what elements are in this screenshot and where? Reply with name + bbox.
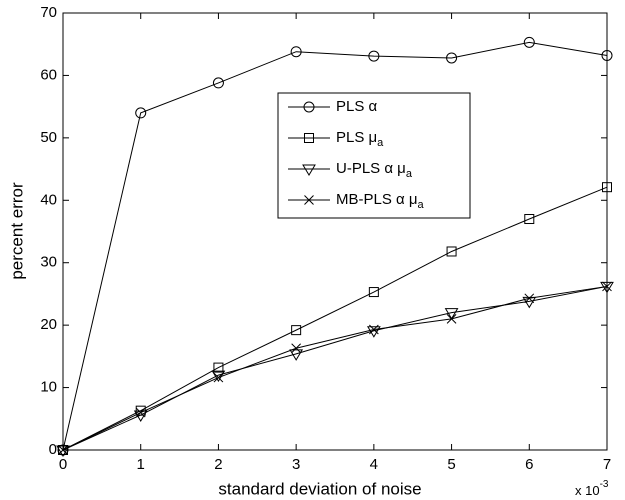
y-tick-label: 10 [40,379,57,396]
legend-label: U-PLS α μa [336,160,413,180]
marker-square [368,287,379,298]
marker-square [446,246,457,257]
marker-square [524,214,535,225]
marker-circle [135,107,147,119]
legend-label: MB-PLS α μa [336,191,425,211]
x-tick-label: 7 [603,456,611,473]
x-multiplier-base: x 10 [575,483,600,498]
legend-label: PLS μa [336,129,384,149]
legend-name: PLS μ [336,129,377,146]
series-line [62,285,608,451]
x-tick-label: 6 [525,456,533,473]
y-tick-label: 50 [40,129,57,146]
x-multiplier-exponent: -3 [600,479,609,490]
y-axis-label: percent error [7,182,26,280]
marker-circle [601,49,613,61]
marker-triangle [56,445,70,457]
marker-triangle [444,308,459,320]
x-tick-label: 4 [370,456,378,473]
legend-label: PLS α [336,98,378,115]
x-tick-label: 5 [447,456,455,473]
legend-name: U-PLS α μ [336,160,406,177]
y-tick-label: 30 [40,254,57,271]
marker-triangle [366,326,381,338]
series-line [62,186,608,451]
marker-circle [523,36,535,48]
legend-subscript: a [377,137,384,149]
marker-circle [303,101,315,113]
marker-circle [446,52,458,64]
marker-square [291,325,302,336]
marker-x [304,195,314,205]
legend-name: MB-PLS α μ [336,191,418,208]
marker-x [446,314,457,324]
marker-x [602,281,612,292]
axes-box [62,12,608,451]
marker-triangle [522,296,537,309]
marker-square [213,362,224,373]
legend-name: PLS α [336,98,378,115]
marker-triangle [600,281,614,294]
marker-triangle [302,164,316,176]
y-tick-label: 0 [49,441,57,458]
marker-square [304,133,314,143]
marker-triangle [289,349,304,361]
legend-subscript: a [418,199,425,211]
legend-box [277,92,471,219]
legend-subscript: a [406,168,413,180]
x-axis-label: standard deviation of noise [218,479,421,498]
marker-x [135,407,146,418]
marker-x [291,343,301,354]
marker-x [524,293,535,304]
marker-circle [290,46,302,58]
marker-circle [212,77,224,89]
marker-x [58,445,68,455]
y-tick-label: 40 [40,191,57,208]
x-tick-label: 3 [292,456,300,473]
x-tick-label: 0 [59,456,67,473]
series-line [62,41,608,451]
marker-square [602,182,612,193]
marker-x [369,324,379,335]
marker-circle [368,50,380,62]
series-line [62,285,608,451]
x-multiplier: x 10-3 [575,479,609,499]
y-tick-label: 70 [40,4,57,21]
y-tick-label: 20 [40,316,57,333]
x-tick-label: 1 [137,456,145,473]
x-tick-label: 2 [214,456,222,473]
y-tick-label: 60 [40,66,57,83]
marker-x [213,372,224,383]
